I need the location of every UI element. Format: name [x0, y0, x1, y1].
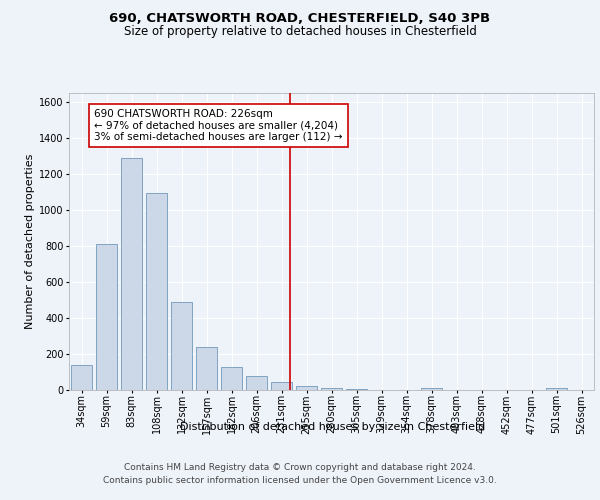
- Bar: [546, 388, 567, 390]
- Bar: [271, 382, 292, 390]
- Text: Contains HM Land Registry data © Crown copyright and database right 2024.: Contains HM Land Registry data © Crown c…: [124, 462, 476, 471]
- Text: 690, CHATSWORTH ROAD, CHESTERFIELD, S40 3PB: 690, CHATSWORTH ROAD, CHESTERFIELD, S40 …: [109, 12, 491, 26]
- Text: Contains public sector information licensed under the Open Government Licence v3: Contains public sector information licen…: [103, 476, 497, 485]
- Bar: [321, 388, 342, 390]
- Bar: [296, 386, 317, 390]
- Text: Distribution of detached houses by size in Chesterfield: Distribution of detached houses by size …: [181, 422, 485, 432]
- Bar: [346, 389, 367, 390]
- Bar: [196, 346, 217, 390]
- Text: 690 CHATSWORTH ROAD: 226sqm
← 97% of detached houses are smaller (4,204)
3% of s: 690 CHATSWORTH ROAD: 226sqm ← 97% of det…: [94, 108, 343, 142]
- Text: Size of property relative to detached houses in Chesterfield: Size of property relative to detached ho…: [124, 25, 476, 38]
- Bar: [71, 365, 92, 390]
- Y-axis label: Number of detached properties: Number of detached properties: [25, 154, 35, 329]
- Bar: [421, 388, 442, 390]
- Bar: [146, 192, 167, 390]
- Bar: [171, 302, 192, 390]
- Bar: [121, 158, 142, 390]
- Bar: [221, 366, 242, 390]
- Bar: [246, 376, 267, 390]
- Bar: [96, 244, 117, 390]
